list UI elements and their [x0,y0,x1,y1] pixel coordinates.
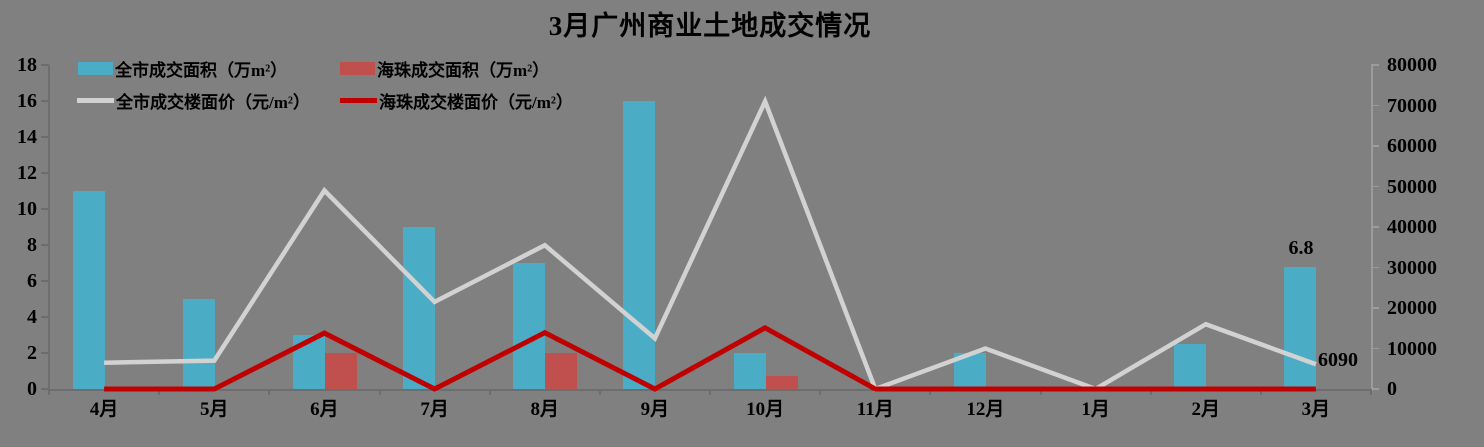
x-axis-tick [1039,389,1042,395]
bar-citywide-area [953,353,986,389]
bar-haizhu-area [324,353,357,389]
y-axis-right-tick [1371,185,1379,187]
x-axis-tick [929,389,932,395]
y-axis-left-tick [41,100,49,102]
y-axis-right-tick-label: 50000 [1387,175,1437,198]
chart-title: 3月广州商业土地成交情况 [548,11,872,41]
x-axis-category-label: 3月 [1301,399,1331,420]
x-axis-tick [819,389,822,395]
y-axis-right-tick-label: 0 [1387,378,1397,400]
y-axis-left-tick [41,172,49,174]
legend-item-citywide-area: 全市成交面积（万m²） [78,57,288,80]
y-axis-left-tick [41,280,49,282]
y-axis-left-tick [41,388,49,390]
y-axis-left-tick-label: 4 [27,306,37,328]
y-axis-right-tick [1371,307,1379,309]
x-axis-tick [709,389,711,395]
bar-citywide-area [1284,266,1317,389]
x-axis-category-label: 5月 [199,399,229,420]
y-axis-right-tick [1371,64,1379,66]
y-axis-right-tick [1371,145,1379,147]
x-axis-tick [48,389,50,395]
y-axis-left-tick [41,136,49,138]
bar-citywide-area [182,299,215,389]
y-axis-right-tick-label: 30000 [1387,256,1437,279]
y-axis-left-tick [41,316,49,318]
y-axis-right-tick-label: 20000 [1387,297,1437,319]
x-axis-category-label: 9月 [640,399,670,420]
y-axis-left-tick-label: 10 [17,198,37,220]
x-axis-tick [488,389,491,395]
x-axis-category-label: 8月 [530,399,559,420]
x-axis-tick [268,389,271,395]
y-axis-left-tick-label: 18 [17,54,37,76]
x-axis-category-label: 11月 [856,399,894,420]
bar-citywide-area [72,191,105,389]
x-axis-category-label: 6月 [310,399,339,420]
y-axis-right-tick [1371,104,1379,106]
y-axis-left-tick-label: 12 [17,162,37,184]
y-axis-left-tick-label: 6 [27,270,37,292]
y-axis-left-tick-label: 8 [27,234,37,256]
y-axis-left-tick [41,208,49,210]
legend-swatch-citywide-price-icon [77,97,114,103]
x-axis-tick [1149,389,1152,395]
bar-citywide-area [623,101,656,389]
y-axis-left-tick [41,352,49,354]
x-axis-category-label: 4月 [89,399,119,420]
y-axis-right-tick [1371,226,1379,228]
y-axis-right-tick [1371,388,1379,390]
y-axis-left-tick [41,64,49,66]
x-axis-tick [598,389,601,395]
y-axis-right-tick [1371,266,1379,268]
x-axis-category-label: 7月 [420,399,449,420]
legend-swatch-citywide-area-icon [78,61,113,75]
legend-swatch-haizhu-area-icon [340,61,375,75]
x-axis-category-label: 10月 [746,399,785,420]
y-axis-left-tick-label: 14 [17,126,37,148]
y-axis-right-tick-label: 10000 [1387,337,1437,360]
x-axis-tick [1259,389,1262,395]
data-label-march-price: 6090 [1318,349,1358,371]
y-axis-left-tick-label: 2 [27,342,37,364]
y-axis-right-tick [1371,347,1379,349]
legend-label-haizhu-area: 海珠成交面积（万m²） [377,60,550,80]
bar-citywide-area [292,335,325,389]
y-axis-left-tick-label: 0 [27,378,37,400]
bar-citywide-area [513,263,546,389]
y-axis-right-tick-label: 70000 [1387,94,1437,117]
x-axis-tick [1370,389,1372,395]
y-axis-right-line [1371,65,1373,391]
bar-haizhu-area [765,376,798,389]
bar-haizhu-area [545,353,578,389]
y-axis-right-tick-label: 80000 [1387,54,1437,76]
bar-citywide-area [403,227,436,389]
legend-label-citywide-area: 全市成交面积（万m²） [115,60,288,80]
legend-item-haizhu-area: 海珠成交面积（万m²） [340,57,550,80]
y-axis-right-tick-label: 60000 [1387,135,1437,157]
x-axis-category-label: 1月 [1081,399,1110,420]
x-axis-tick [378,389,381,395]
y-axis-left-tick [41,244,49,246]
x-axis-category-label: 12月 [966,399,1005,420]
x-axis-tick [158,389,161,395]
y-axis-left-line [48,65,50,391]
x-axis-category-label: 2月 [1191,399,1220,420]
bar-citywide-area [733,353,766,389]
y-axis-left-tick-label: 16 [17,90,37,112]
data-label-march-area: 6.8 [1288,237,1314,259]
bar-citywide-area [1174,344,1207,389]
y-axis-right-tick-label: 40000 [1387,216,1437,238]
